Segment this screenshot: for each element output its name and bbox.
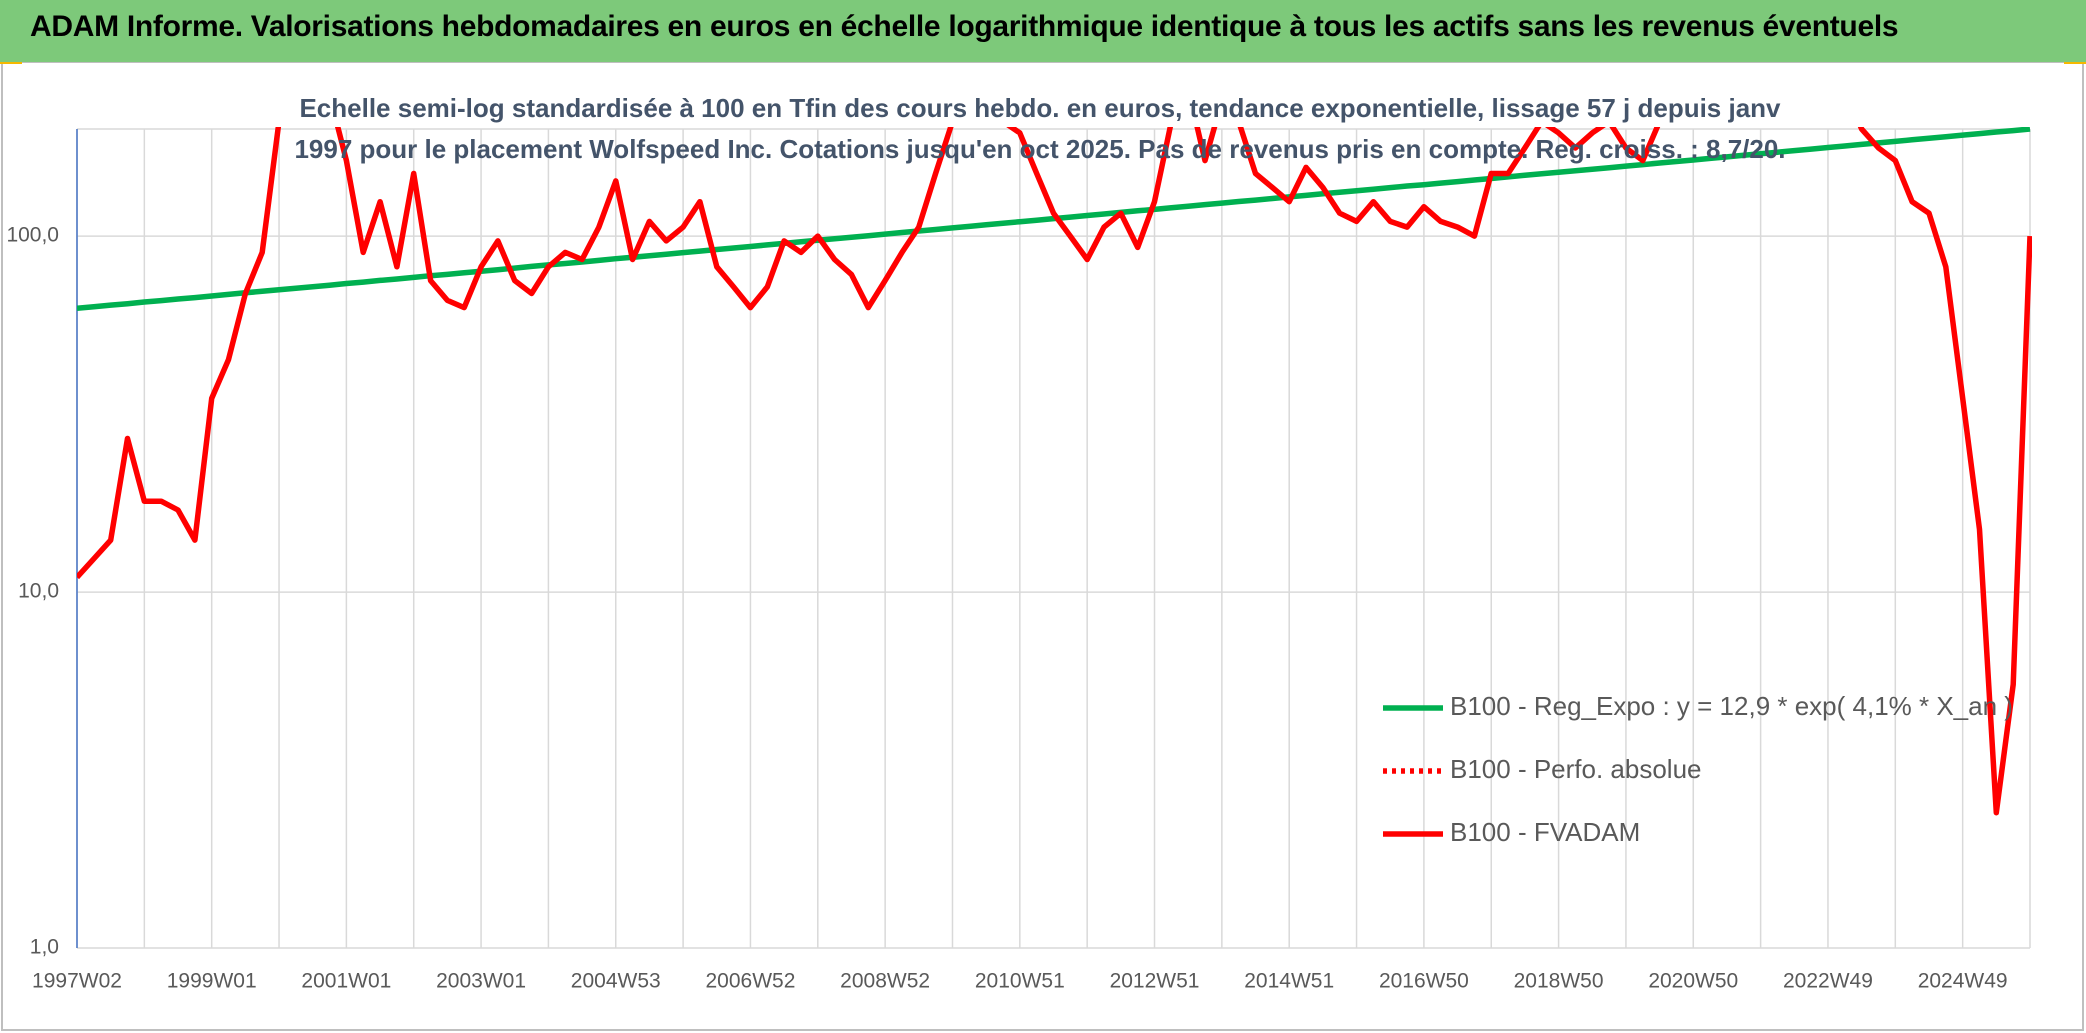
x-tick-label: 2008W52: [840, 970, 930, 993]
series-line: [77, 127, 2032, 816]
series-line: [77, 127, 2031, 312]
legend-label: B100 - FVADAM: [1450, 817, 1640, 847]
legend-label: B100 - Perfo. absolue: [1450, 754, 1702, 784]
x-tick-label: 2016W50: [1379, 970, 1469, 993]
x-tick-label: 2024W49: [1918, 970, 2008, 993]
grid: [76, 128, 2031, 949]
x-tick-label: 2004W53: [571, 970, 661, 993]
x-tick-label: 2001W01: [301, 970, 391, 993]
header: ADAM Informe. Valorisations hebdomadaire…: [0, 0, 2086, 62]
x-tick-label: 1999W01: [167, 970, 257, 993]
x-tick-label: 2012W51: [1110, 970, 1200, 993]
labels: 1,0 10,0 100,0 1997W02 1999W01 2001W01 2003W01…: [6, 224, 2013, 993]
plot: [77, 127, 2032, 816]
chart-title: ADAM Informe. Valorisations hebdomadaire…: [30, 10, 1899, 43]
x-tick-label: 2018W50: [1514, 970, 1604, 993]
legend-label: B100 - Reg_Expo : y = 12,9 * exp( 4,1% *…: [1450, 691, 2013, 721]
chart-subtitle: Echelle semi-log standardisée à 100 en T…: [294, 93, 1786, 164]
chart-frame: [1, 61, 2084, 1031]
y-tick-label: 1,0: [30, 936, 59, 959]
x-tick-label: 2006W52: [705, 970, 795, 993]
x-tick-label: 2014W51: [1244, 970, 1334, 993]
x-tick-label: 2010W51: [975, 970, 1065, 993]
y-tick-label: 10,0: [18, 580, 59, 603]
x-tick-label: 2020W50: [1648, 970, 1738, 993]
x-tick-label: 2022W49: [1783, 970, 1873, 993]
x-tick-label: 2003W01: [436, 970, 526, 993]
x-tick-label: 1997W02: [32, 970, 122, 993]
y-tick-label: 100,0: [6, 224, 59, 247]
